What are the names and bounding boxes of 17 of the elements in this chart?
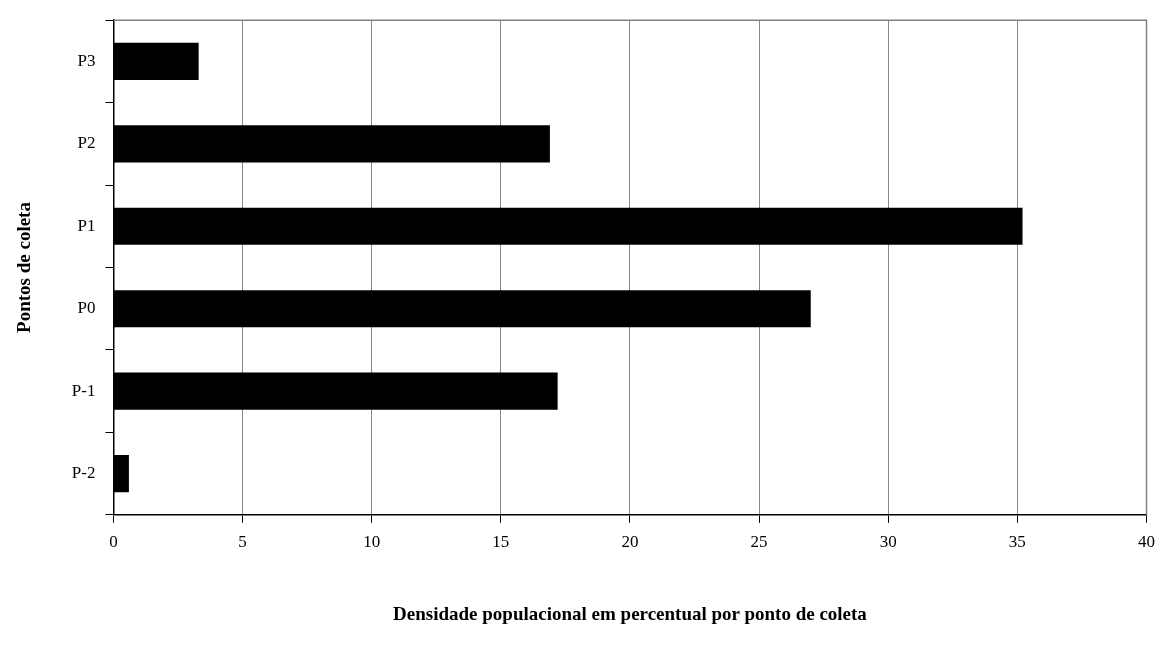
y-tick-label: P1 xyxy=(77,215,96,235)
y-tick-label: P2 xyxy=(77,133,96,153)
x-tick-label: 0 xyxy=(109,532,118,552)
x-axis-title: Densidade populacional em percentual por ponto de coleta xyxy=(393,602,868,624)
y-tick-label: P3 xyxy=(77,50,96,70)
x-tick-label: 25 xyxy=(750,532,768,552)
y-tick-label: P-2 xyxy=(71,463,96,483)
y-axis-title: Pontos de coleta xyxy=(13,201,35,333)
x-tick-label: 5 xyxy=(238,532,247,552)
x-tick-label: 15 xyxy=(492,532,510,552)
x-tick-label: 40 xyxy=(1138,532,1155,552)
x-tick-label: 20 xyxy=(621,532,639,552)
y-tick-label: P0 xyxy=(77,298,96,318)
x-tick-label: 35 xyxy=(1008,532,1026,552)
y-tick-label: P-1 xyxy=(71,380,96,400)
x-tick-label: 30 xyxy=(879,532,897,552)
x-tick-label: 10 xyxy=(363,532,381,552)
